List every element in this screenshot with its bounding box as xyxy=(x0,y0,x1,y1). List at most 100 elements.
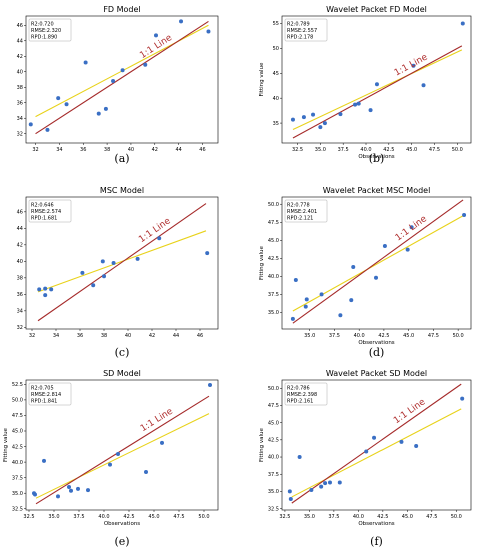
x-tick-label: 45.0 xyxy=(148,514,159,520)
y-tick-label: 40 xyxy=(17,259,23,265)
x-axis-label: Observations xyxy=(358,521,394,527)
x-tick-label: 50.0 xyxy=(452,147,463,153)
x-tick-label: 50.0 xyxy=(453,333,464,339)
data-point xyxy=(157,236,162,241)
x-tick-label: 45.0 xyxy=(406,147,417,153)
panel-label: (f) xyxy=(370,535,383,548)
reference-line-1to1 xyxy=(292,199,464,324)
data-point xyxy=(153,33,158,38)
stats-line: R2:0.646 xyxy=(31,203,54,209)
data-point xyxy=(337,480,342,485)
x-tick-label: 42 xyxy=(149,333,155,339)
data-point xyxy=(45,127,50,132)
data-point xyxy=(120,68,125,73)
y-tick-label: 45.0 xyxy=(268,420,279,426)
x-tick-label: 47.5 xyxy=(428,333,439,339)
y-tick-label: 36 xyxy=(17,100,23,106)
data-point xyxy=(143,62,148,67)
fit-line xyxy=(37,230,207,293)
y-tick-label: 50 xyxy=(273,46,279,52)
stats-line: RMSE:2.401 xyxy=(287,209,317,215)
x-tick-label: 47.5 xyxy=(173,514,184,520)
x-tick-label: 45.0 xyxy=(403,333,414,339)
x-tick-label: 38 xyxy=(104,147,110,153)
data-point xyxy=(43,286,48,291)
x-tick-label: 44 xyxy=(175,147,181,153)
y-tick-label: 46 xyxy=(17,23,23,29)
data-point xyxy=(108,462,112,467)
y-tick-label: 35.0 xyxy=(268,489,279,495)
chart-title: FD Model xyxy=(103,5,140,14)
y-tick-label: 35.0 xyxy=(268,310,279,316)
x-tick-label: 40.0 xyxy=(353,514,364,520)
data-point xyxy=(322,121,327,126)
stats-line: R2:0.789 xyxy=(287,22,310,28)
x-tick-label: 35.0 xyxy=(315,147,326,153)
data-point xyxy=(319,292,324,297)
reference-line-1to1 xyxy=(37,203,207,322)
x-tick-label: 32.5 xyxy=(292,147,303,153)
data-point xyxy=(144,470,148,475)
x-tick-label: 35.0 xyxy=(304,514,315,520)
data-point xyxy=(368,108,373,113)
data-point xyxy=(111,79,116,84)
y-tick-label: 45.0 xyxy=(268,238,279,244)
x-tick-label: 50.0 xyxy=(451,514,462,520)
x-tick-label: 40.0 xyxy=(360,147,371,153)
x-axis-label: Observations xyxy=(358,154,394,160)
data-point xyxy=(364,449,369,454)
x-tick-label: 42.5 xyxy=(377,514,388,520)
chart-title: Wavelet Packet FD Model xyxy=(326,5,427,14)
stats-line: RMSE:2.320 xyxy=(31,28,61,34)
y-tick-label: 37.5 xyxy=(268,292,279,298)
x-tick-label: 47.5 xyxy=(426,514,437,520)
data-point xyxy=(297,455,302,460)
x-tick-label: 40.0 xyxy=(354,333,365,339)
data-point xyxy=(42,458,46,463)
data-point xyxy=(353,102,358,107)
y-tick-label: 40.0 xyxy=(268,455,279,461)
panel-label: (e) xyxy=(114,535,129,548)
data-point xyxy=(411,63,416,68)
data-point xyxy=(318,125,323,130)
stats-box xyxy=(284,18,328,42)
data-point xyxy=(80,270,85,275)
data-point xyxy=(460,21,465,26)
data-point xyxy=(323,481,328,486)
panel-label: (d) xyxy=(369,346,385,359)
x-tick-label: 46 xyxy=(199,147,205,153)
data-point xyxy=(303,304,308,309)
x-tick-label: 38 xyxy=(101,333,107,339)
x-tick-label: 42 xyxy=(152,147,158,153)
data-point xyxy=(64,102,69,107)
stats-line: RPD:2.121 xyxy=(287,216,313,222)
data-point xyxy=(208,382,212,387)
x-tick-label: 37.5 xyxy=(73,514,84,520)
stats-line: R2:0.778 xyxy=(287,203,310,209)
data-point xyxy=(462,213,467,218)
data-point xyxy=(28,122,33,127)
data-point xyxy=(372,435,377,440)
y-tick-label: 44 xyxy=(17,38,23,44)
x-axis-label: Observations xyxy=(358,340,394,346)
stats-line: RMSE:2.557 xyxy=(287,28,317,34)
x-tick-label: 50.0 xyxy=(198,514,209,520)
x-tick-label: 32 xyxy=(32,147,38,153)
chart-panel: MSC Model 32 34 36 38 40 42 44 46 32 34 36 38 40 42 44 4… xyxy=(17,186,219,359)
data-point xyxy=(351,264,356,269)
y-tick-label: 35.0 xyxy=(12,491,23,497)
data-point xyxy=(399,439,404,444)
data-point xyxy=(43,293,48,298)
data-point xyxy=(301,115,306,120)
reference-line-1to1 xyxy=(35,20,209,135)
data-point xyxy=(405,247,410,252)
chart-title: SD Model xyxy=(103,369,141,378)
chart-title: Wavelet Packet SD Model xyxy=(326,369,427,378)
data-point xyxy=(86,488,90,493)
stats-line: R2:0.705 xyxy=(31,386,54,392)
y-tick-label: 45 xyxy=(273,71,279,77)
y-tick-label: 40 xyxy=(17,69,23,75)
stats-line: RPD:1.890 xyxy=(31,35,57,41)
data-point xyxy=(287,489,292,494)
